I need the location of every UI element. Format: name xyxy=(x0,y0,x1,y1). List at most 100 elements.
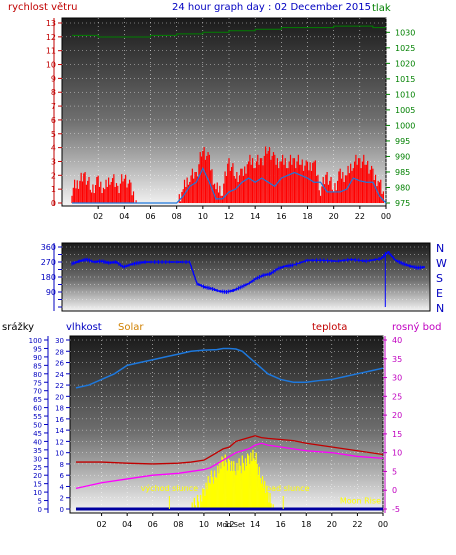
humidity-panel-annotations: východ slunce západ slunce Moon Rise Mod Se… xyxy=(141,484,381,529)
temperature-right-tick-label: -5 xyxy=(392,505,400,514)
direction-compass-label: N xyxy=(436,242,444,255)
humidity-left-tick-label: 10 xyxy=(55,450,64,458)
wind-left-tick-label: 0 xyxy=(51,199,56,208)
wind-x-tick-label: 14 xyxy=(250,212,260,221)
sunrise-label: východ slunce xyxy=(141,484,198,493)
wind-left-tick-label: 9 xyxy=(51,74,56,83)
rain-left-tick-label: 0 xyxy=(38,506,42,514)
moonset-label: Mod Set xyxy=(217,521,246,529)
wind-left-tick-label: 11 xyxy=(46,47,56,56)
humidity-line xyxy=(75,347,384,389)
rain-left-tick-label: 100 xyxy=(29,337,42,345)
wind-x-tick-label: 08 xyxy=(172,212,182,221)
rain-left-tick-label: 80 xyxy=(33,371,42,379)
humidity-x-tick-label: 02 xyxy=(96,520,106,529)
wind-left-tick-label: 6 xyxy=(51,116,56,125)
direction-panel-series xyxy=(71,251,426,307)
humidity-left-tick-label: 18 xyxy=(55,405,64,413)
humidity-panel-grid xyxy=(70,336,384,513)
rain-left-tick-label: 20 xyxy=(33,472,42,480)
sunset-label: západ slunce xyxy=(257,484,310,493)
pressure-right-tick-label: 980 xyxy=(395,183,410,192)
wind-x-tick-label: 06 xyxy=(145,212,155,221)
wind-x-tick-label: 10 xyxy=(198,212,208,221)
rain-left-tick-label: 5 xyxy=(38,498,42,506)
humidity-top-label: srážky xyxy=(2,321,34,333)
pressure-line xyxy=(72,25,386,38)
temperature-right-tick-label: 15 xyxy=(392,430,402,439)
wind-x-tick-label: 16 xyxy=(276,212,286,221)
temperature-line xyxy=(76,435,384,465)
humidity-left-tick-label: 0 xyxy=(60,506,64,514)
wind-x-tick-label: 04 xyxy=(119,212,129,221)
humidity-x-tick-label: 04 xyxy=(122,520,132,529)
temperature-right-tick-label: 25 xyxy=(392,392,402,401)
wind-x-tick-label: 00 xyxy=(381,212,391,221)
rain-left-tick-label: 50 xyxy=(33,422,42,430)
temperature-right-tick-label: 40 xyxy=(392,336,402,345)
humidity-x-tick-label: 22 xyxy=(352,520,362,529)
wind-panel-background xyxy=(61,17,387,207)
pressure-right-tick-label: 990 xyxy=(395,152,410,161)
humidity-x-tick-label: 14 xyxy=(250,520,260,529)
temperature-right-tick-label: 10 xyxy=(392,449,402,458)
direction-left-tick-label: 270 xyxy=(41,258,56,267)
wind-left-tick-label: 8 xyxy=(51,88,56,97)
pressure-right-tick-label: 1020 xyxy=(395,59,415,68)
pressure-right-tick-label: 985 xyxy=(395,168,410,177)
humidity-top-label: vlhkost xyxy=(66,322,102,333)
graph-title: 24 hour graph day : 02 December 2015 xyxy=(172,2,371,13)
wind-speed-label: rychlost větru xyxy=(8,1,78,13)
pressure-right-tick-label: 1015 xyxy=(395,75,415,84)
wind-left-tick-label: 3 xyxy=(51,157,56,166)
humidity-panel-axes: 02 04 06 08 10 12 14 16 18 20 22 000510152025303540… xyxy=(29,336,402,529)
wind-left-tick-label: 5 xyxy=(51,130,56,139)
humidity-panel-series xyxy=(75,347,384,511)
humidity-left-tick-label: 12 xyxy=(55,438,64,446)
humidity-left-tick-label: 16 xyxy=(55,416,64,424)
wind-left-tick-label: 7 xyxy=(51,102,56,111)
temperature-right-tick-label: 5 xyxy=(392,467,397,476)
rain-left-tick-label: 75 xyxy=(33,379,42,387)
humidity-left-tick-label: 2 xyxy=(60,495,64,503)
wind-x-tick-label: 18 xyxy=(302,212,312,221)
rain-left-tick-label: 45 xyxy=(33,430,42,438)
temperature-right-tick-label: 30 xyxy=(392,374,402,383)
wind-left-tick-label: 10 xyxy=(46,61,56,70)
direction-compass-label: E xyxy=(436,287,443,300)
direction-left-tick-label: 90 xyxy=(46,288,56,297)
pressure-label: tlak xyxy=(372,3,391,14)
humidity-top-label: Solar xyxy=(118,322,144,333)
rain-left-tick-label: 55 xyxy=(33,413,42,421)
humidity-left-tick-label: 20 xyxy=(55,393,64,401)
wind-left-tick-label: 1 xyxy=(51,185,56,194)
wind-left-tick-label: 2 xyxy=(51,171,56,180)
pressure-right-tick-label: 995 xyxy=(395,137,410,146)
wind-x-tick-label: 22 xyxy=(355,212,365,221)
rain-left-tick-label: 15 xyxy=(33,481,42,489)
humidity-x-tick-label: 12 xyxy=(224,520,234,529)
wind-panel-axes: 02 04 06 08 10 12 14 16 18 20 22 000123456789101112… xyxy=(46,18,415,221)
temperature-right-tick-label: 35 xyxy=(392,355,402,364)
wind-panel-series xyxy=(71,25,387,204)
humidity-left-tick-label: 24 xyxy=(55,371,64,379)
humidity-x-tick-label: 20 xyxy=(327,520,337,529)
humidity-x-tick-label: 18 xyxy=(301,520,311,529)
wind-x-tick-label: 02 xyxy=(93,212,103,221)
wind-left-tick-label: 13 xyxy=(46,19,56,28)
humidity-left-tick-label: 22 xyxy=(55,382,64,390)
wind-x-tick-label: 12 xyxy=(224,212,234,221)
humidity-x-tick-label: 06 xyxy=(148,520,158,529)
direction-compass-label: N xyxy=(436,302,444,315)
rain-left-tick-label: 10 xyxy=(33,489,42,497)
pressure-right-tick-label: 1025 xyxy=(395,44,415,53)
pressure-right-tick-label: 1005 xyxy=(395,106,415,115)
humidity-left-tick-label: 4 xyxy=(60,483,65,491)
rain-left-tick-label: 85 xyxy=(33,362,42,370)
rain-left-tick-label: 90 xyxy=(33,354,42,362)
direction-compass-label: S xyxy=(436,272,443,285)
dewpoint-line xyxy=(75,442,384,489)
temperature-right-tick-label: 20 xyxy=(392,411,402,420)
